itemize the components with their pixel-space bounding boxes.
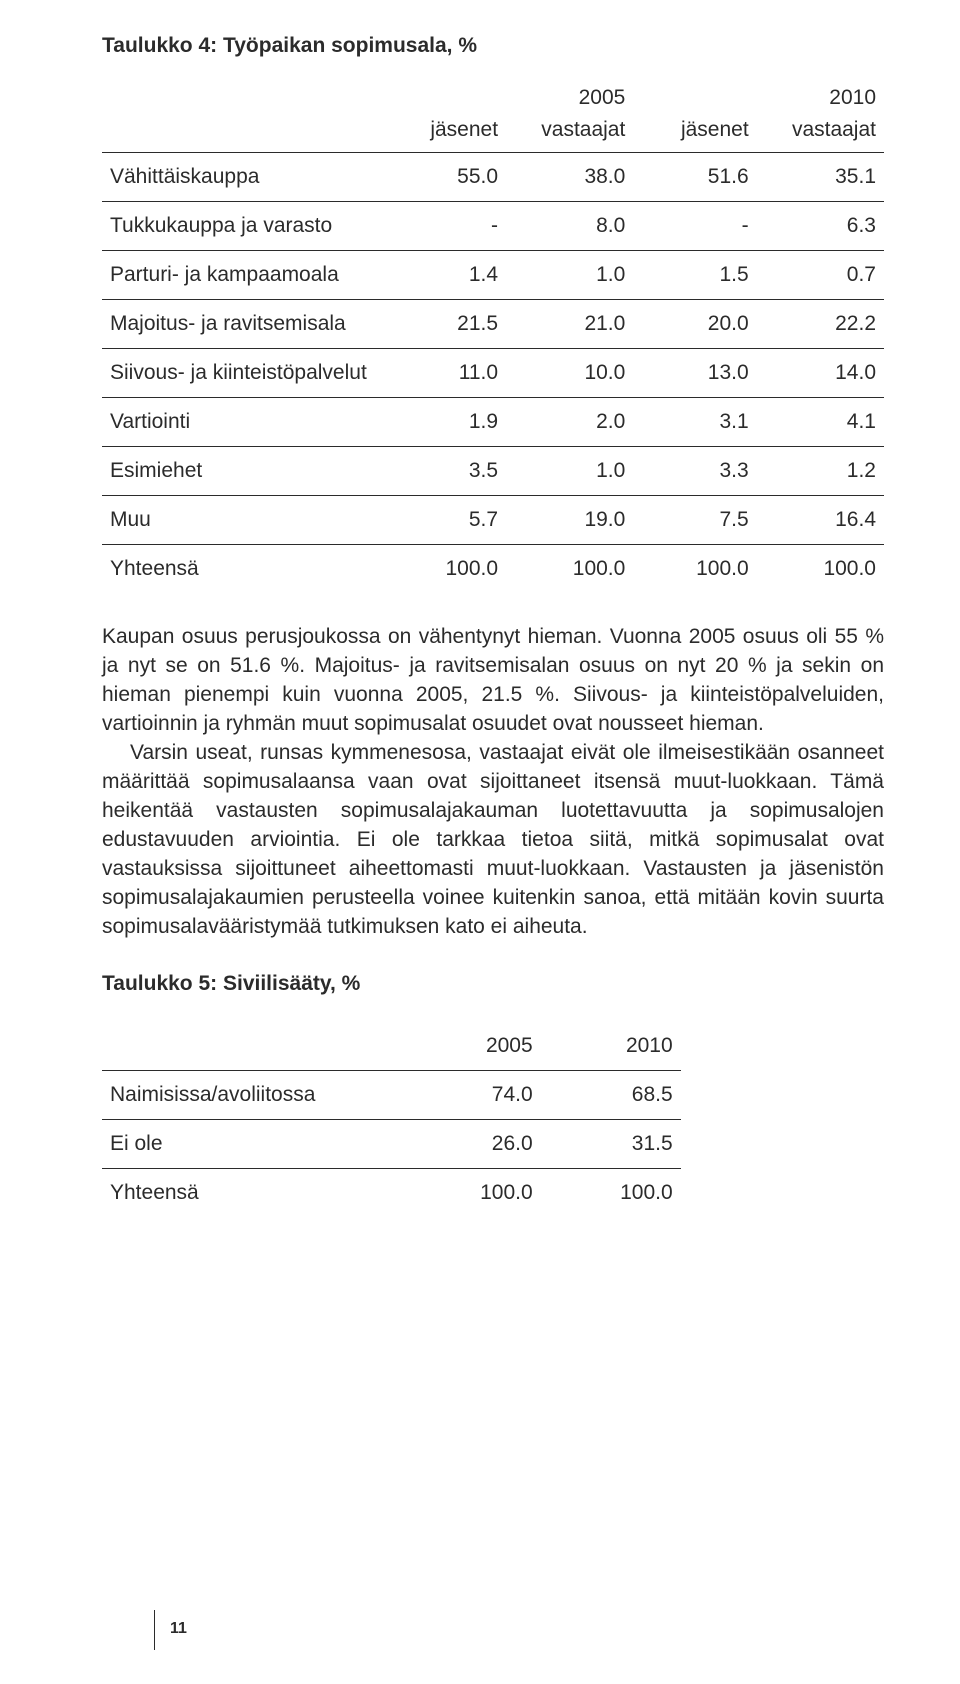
table-row: Siivous- ja kiinteistöpalvelut 11.0 10.0… bbox=[102, 349, 884, 398]
table-row: Vähittäiskauppa 55.0 38.0 51.6 35.1 bbox=[102, 153, 884, 202]
table-row: Naimisissa/avoliitossa 74.0 68.5 bbox=[102, 1070, 681, 1119]
table4: 2005 2010 jäsenet vastaajat jäsenet vast… bbox=[102, 86, 884, 593]
t5-row0-c1: 68.5 bbox=[541, 1070, 681, 1119]
t4-row4-c2: 13.0 bbox=[633, 349, 756, 398]
table5-year-2010: 2010 bbox=[541, 1022, 681, 1071]
table5-title-lead: Taulukko 5: bbox=[102, 972, 217, 995]
t5-total-c1: 100.0 bbox=[541, 1168, 681, 1217]
table4-subhead-row: jäsenet vastaajat jäsenet vastaajat bbox=[102, 118, 884, 153]
table4-subhead-3: jäsenet bbox=[633, 118, 756, 153]
table-row: Esimiehet 3.5 1.0 3.3 1.2 bbox=[102, 447, 884, 496]
t4-row3-label: Majoitus- ja ravitsemisala bbox=[102, 300, 383, 349]
table5-title-rest: Siviilisääty, % bbox=[217, 972, 360, 995]
table-row: Vartiointi 1.9 2.0 3.1 4.1 bbox=[102, 398, 884, 447]
table-row: Ei ole 26.0 31.5 bbox=[102, 1119, 681, 1168]
t4-total-label: Yhteensä bbox=[102, 545, 383, 594]
table4-year-row: 2005 2010 bbox=[102, 86, 884, 118]
t4-row1-c0: - bbox=[383, 202, 506, 251]
t4-total-c0: 100.0 bbox=[383, 545, 506, 594]
t4-row0-c2: 51.6 bbox=[633, 153, 756, 202]
t4-total-c1: 100.0 bbox=[506, 545, 633, 594]
t4-row2-c3: 0.7 bbox=[757, 251, 884, 300]
t4-row2-label: Parturi- ja kampaamoala bbox=[102, 251, 383, 300]
table4-year-2010: 2010 bbox=[757, 86, 884, 118]
t4-row3-c0: 21.5 bbox=[383, 300, 506, 349]
t4-row4-label: Siivous- ja kiinteistöpalvelut bbox=[102, 349, 383, 398]
t4-row6-c3: 1.2 bbox=[757, 447, 884, 496]
table4-total-row: Yhteensä 100.0 100.0 100.0 100.0 bbox=[102, 545, 884, 594]
t4-row7-c1: 19.0 bbox=[506, 496, 633, 545]
t4-row3-c1: 21.0 bbox=[506, 300, 633, 349]
table4-title-rest: Työpaikan sopimusala, % bbox=[217, 34, 477, 57]
t4-row5-c0: 1.9 bbox=[383, 398, 506, 447]
t4-row4-c0: 11.0 bbox=[383, 349, 506, 398]
table-row: Tukkukauppa ja varasto - 8.0 - 6.3 bbox=[102, 202, 884, 251]
t4-row6-c1: 1.0 bbox=[506, 447, 633, 496]
t4-row7-c3: 16.4 bbox=[757, 496, 884, 545]
t4-row3-c3: 22.2 bbox=[757, 300, 884, 349]
page-number: 11 bbox=[170, 1620, 187, 1638]
t4-row6-c2: 3.3 bbox=[633, 447, 756, 496]
t5-total-c0: 100.0 bbox=[401, 1168, 541, 1217]
t5-row1-c0: 26.0 bbox=[401, 1119, 541, 1168]
table4-subhead-2: vastaajat bbox=[506, 118, 633, 153]
t4-row4-c1: 10.0 bbox=[506, 349, 633, 398]
t4-row5-c2: 3.1 bbox=[633, 398, 756, 447]
body-text: Kaupan osuus perusjoukossa on vähentynyt… bbox=[102, 623, 884, 942]
t5-total-label: Yhteensä bbox=[102, 1168, 401, 1217]
table4-year-2005: 2005 bbox=[506, 86, 633, 118]
t4-row7-c2: 7.5 bbox=[633, 496, 756, 545]
table-row: Muu 5.7 19.0 7.5 16.4 bbox=[102, 496, 884, 545]
table4-subhead-1: jäsenet bbox=[383, 118, 506, 153]
t4-row0-label: Vähittäiskauppa bbox=[102, 153, 383, 202]
t5-row1-c1: 31.5 bbox=[541, 1119, 681, 1168]
t4-row0-c3: 35.1 bbox=[757, 153, 884, 202]
table5-total-row: Yhteensä 100.0 100.0 bbox=[102, 1168, 681, 1217]
t4-row4-c3: 14.0 bbox=[757, 349, 884, 398]
t4-row0-c1: 38.0 bbox=[506, 153, 633, 202]
t4-row6-c0: 3.5 bbox=[383, 447, 506, 496]
table5: 2005 2010 Naimisissa/avoliitossa 74.0 68… bbox=[102, 1022, 681, 1217]
page: Taulukko 4: Työpaikan sopimusala, % 2005… bbox=[0, 0, 960, 1684]
t4-row5-label: Vartiointi bbox=[102, 398, 383, 447]
paragraph-2: Varsin useat, runsas kymmenesosa, vastaa… bbox=[102, 739, 884, 942]
t4-row6-label: Esimiehet bbox=[102, 447, 383, 496]
table4-subhead-4: vastaajat bbox=[757, 118, 884, 153]
table5-title: Taulukko 5: Siviilisääty, % bbox=[102, 972, 884, 996]
t4-row3-c2: 20.0 bbox=[633, 300, 756, 349]
t4-row0-c0: 55.0 bbox=[383, 153, 506, 202]
table5-year-2005: 2005 bbox=[401, 1022, 541, 1071]
t4-row2-c2: 1.5 bbox=[633, 251, 756, 300]
t4-row1-label: Tukkukauppa ja varasto bbox=[102, 202, 383, 251]
t4-row5-c3: 4.1 bbox=[757, 398, 884, 447]
table4-title: Taulukko 4: Työpaikan sopimusala, % bbox=[102, 34, 884, 58]
table-row: Parturi- ja kampaamoala 1.4 1.0 1.5 0.7 bbox=[102, 251, 884, 300]
table4-title-lead: Taulukko 4: bbox=[102, 34, 217, 57]
t4-total-c3: 100.0 bbox=[757, 545, 884, 594]
t4-row5-c1: 2.0 bbox=[506, 398, 633, 447]
t4-row2-c1: 1.0 bbox=[506, 251, 633, 300]
table5-year-row: 2005 2010 bbox=[102, 1022, 681, 1071]
t4-row1-c3: 6.3 bbox=[757, 202, 884, 251]
t4-total-c2: 100.0 bbox=[633, 545, 756, 594]
table-row: Majoitus- ja ravitsemisala 21.5 21.0 20.… bbox=[102, 300, 884, 349]
t4-row7-c0: 5.7 bbox=[383, 496, 506, 545]
t4-row1-c2: - bbox=[633, 202, 756, 251]
t5-row1-label: Ei ole bbox=[102, 1119, 401, 1168]
t4-row7-label: Muu bbox=[102, 496, 383, 545]
t4-row2-c0: 1.4 bbox=[383, 251, 506, 300]
t4-row1-c1: 8.0 bbox=[506, 202, 633, 251]
paragraph-1: Kaupan osuus perusjoukossa on vähentynyt… bbox=[102, 623, 884, 739]
t5-row0-c0: 74.0 bbox=[401, 1070, 541, 1119]
t5-row0-label: Naimisissa/avoliitossa bbox=[102, 1070, 401, 1119]
